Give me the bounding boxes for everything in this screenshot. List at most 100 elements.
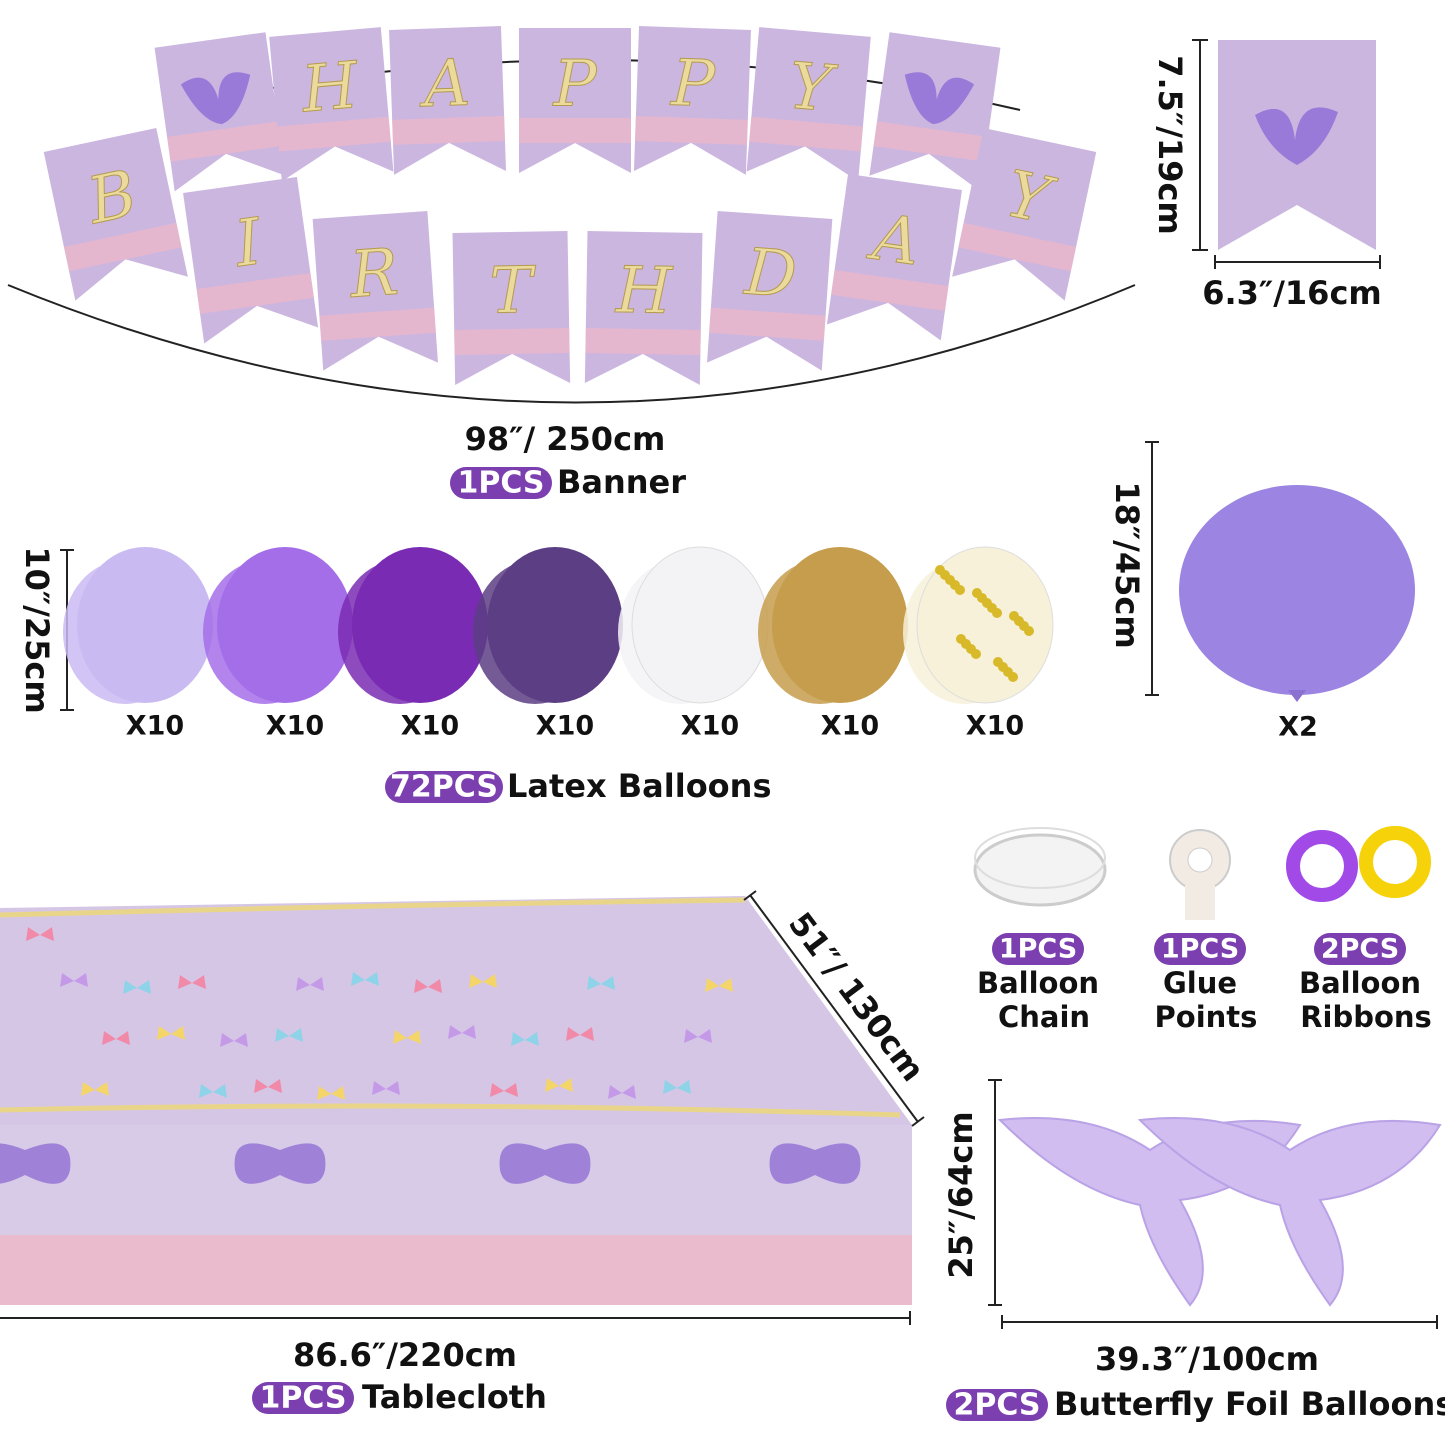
balloon-count: X10 <box>401 711 459 742</box>
butterfly <box>296 977 324 991</box>
accessory-qty: 1PCS <box>999 934 1077 965</box>
confetti <box>992 608 1002 618</box>
flag-flowers <box>319 307 436 341</box>
accessory-name: Points <box>1155 1000 1258 1034</box>
big-butterfly <box>234 1143 326 1184</box>
balloon-chain-coil <box>974 827 1106 889</box>
banner-length-line <box>7 284 1136 404</box>
ribbon-purple <box>1286 830 1358 902</box>
banner-flag <box>154 32 286 192</box>
banner-letter: P <box>669 47 717 123</box>
balloon-count: X10 <box>681 711 739 742</box>
banner-flags: H A P P YBI R T H D AY <box>43 26 1097 385</box>
balloon-count: X10 <box>126 711 184 742</box>
flag-flowers <box>709 307 826 341</box>
flag-butterfly <box>180 72 251 125</box>
accessory-name: Ribbons <box>1300 1000 1432 1034</box>
banner-length: 98″/ 250cm <box>465 420 666 458</box>
confetti <box>1024 626 1034 636</box>
big-butterfly <box>499 1143 591 1184</box>
banner-flag: H <box>269 27 394 182</box>
balloon <box>487 547 623 703</box>
foil-name: Butterfly Foil Balloons <box>1054 1385 1445 1423</box>
banner-letter: H <box>614 254 673 329</box>
butterfly <box>275 1028 303 1042</box>
flag-flowers <box>392 115 505 145</box>
accessory-labels: 1PCSBalloonChain1PCSGluePoints2PCSBalloo… <box>977 933 1432 1034</box>
latex-balloons: X10 X10 X10 X10 X10 X10 X10 <box>63 546 1054 742</box>
butterfly <box>566 1027 594 1041</box>
butterfly <box>684 1029 712 1043</box>
banner-flag: A <box>389 26 507 175</box>
foil-butterflies <box>997 1117 1442 1307</box>
tablecloth-name: Tablecloth <box>362 1378 547 1416</box>
balloon-chain <box>973 833 1107 907</box>
butterfly <box>414 979 442 993</box>
balloon-knot <box>1288 690 1306 702</box>
balloon-count: X10 <box>536 711 594 742</box>
flag-butterfly <box>904 72 975 125</box>
flag-height-line <box>1192 39 1208 251</box>
butterfly <box>199 1084 227 1098</box>
confetti <box>1008 672 1018 682</box>
balloon-count: X10 <box>821 711 879 742</box>
banner-letter: A <box>418 47 472 123</box>
tablecloth-qty: 1PCS <box>259 1381 346 1416</box>
large-balloon <box>1179 485 1415 695</box>
foil-width-line <box>1001 1315 1438 1329</box>
balloon-count: X10 <box>966 711 1024 742</box>
balloon <box>77 547 213 703</box>
flag-width-line <box>1214 255 1381 269</box>
flag-flowers <box>831 270 949 311</box>
butterfly <box>123 980 151 994</box>
accessory-name: Glue <box>1163 966 1237 1000</box>
flag-flowers <box>454 327 570 355</box>
flag-flowers <box>585 327 701 355</box>
banner-flag: D <box>707 210 833 371</box>
ribbon-yellow <box>1359 826 1431 898</box>
butterfly <box>608 1085 636 1099</box>
banner-qty: 1PCS <box>457 466 544 501</box>
accessory-qty: 2PCS <box>1321 934 1399 965</box>
butterfly <box>351 972 379 986</box>
flag-butterfly <box>1255 107 1338 165</box>
confetti <box>971 649 981 659</box>
banner-flag: I <box>183 176 319 344</box>
large-count: X2 <box>1278 712 1318 743</box>
qty-pill <box>1314 933 1406 965</box>
butterfly <box>511 1032 539 1046</box>
foil-height-line <box>988 1079 1002 1306</box>
foil-width: 39.3″/100cm <box>1095 1340 1319 1378</box>
tablecloth-butterflies <box>0 927 861 1184</box>
foil-butterfly <box>1137 1117 1442 1307</box>
tablecloth-border <box>0 1103 901 1118</box>
tablecloth-width: 86.6″/220cm <box>293 1336 517 1374</box>
butterfly <box>490 1083 518 1097</box>
banner-flag <box>869 32 1001 192</box>
banner-flag: P <box>633 26 751 175</box>
glue-strip <box>1185 885 1215 920</box>
big-butterfly <box>769 1143 861 1184</box>
qty-pill <box>1154 933 1246 965</box>
butterfly <box>587 976 615 990</box>
butterfly <box>102 1031 130 1045</box>
big-butterfly <box>0 1143 71 1184</box>
flag-flowers <box>749 116 863 152</box>
latex-qty: 72PCS <box>390 770 498 805</box>
banner-letter: H <box>298 49 362 128</box>
flag-width: 6.3″/16cm <box>1202 274 1382 312</box>
butterfly <box>372 1081 400 1095</box>
glue-roll-core <box>1187 847 1213 873</box>
balloon <box>772 547 908 703</box>
butterfly <box>663 1080 691 1094</box>
balloon <box>352 547 488 703</box>
butterfly <box>393 1030 421 1044</box>
banner-letter: R <box>347 236 401 313</box>
banner-flag: P <box>519 28 631 173</box>
large-size-line <box>1145 441 1159 696</box>
butterfly <box>254 1079 282 1093</box>
qty-pill <box>450 467 552 499</box>
banner-flag: A <box>826 173 962 341</box>
